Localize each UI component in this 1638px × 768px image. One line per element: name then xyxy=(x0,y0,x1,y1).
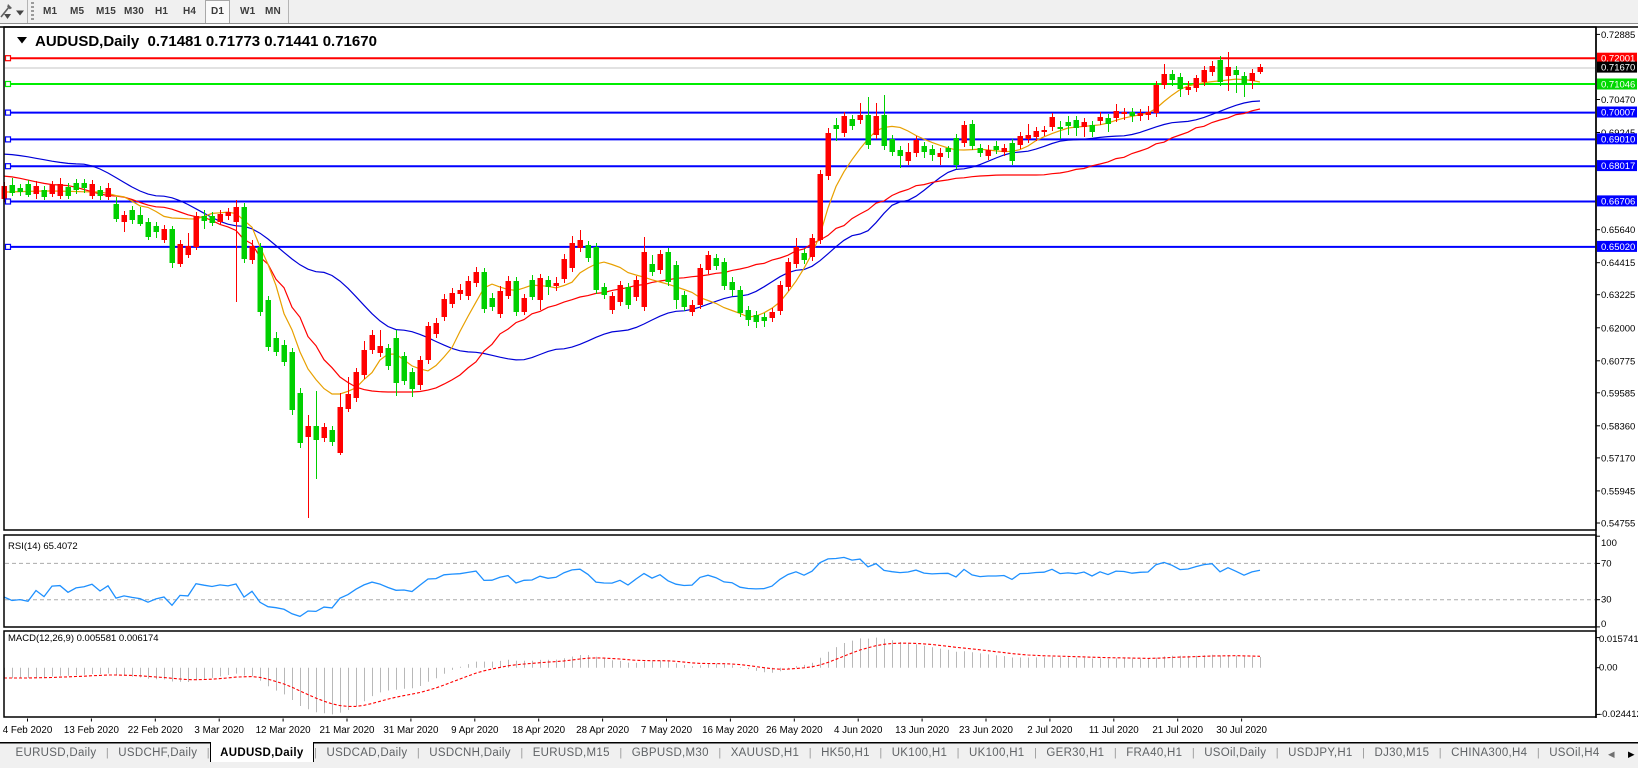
svg-text:11 Jul 2020: 11 Jul 2020 xyxy=(1089,725,1139,736)
svg-text:0.72001: 0.72001 xyxy=(1601,54,1635,65)
svg-text:RSI(14) 65.4072: RSI(14) 65.4072 xyxy=(8,541,78,552)
svg-text:21 Mar 2020: 21 Mar 2020 xyxy=(319,725,375,736)
svg-text:30 Jul 2020: 30 Jul 2020 xyxy=(1216,725,1267,736)
svg-text:0.64415: 0.64415 xyxy=(1601,258,1635,269)
svg-text:0.54755: 0.54755 xyxy=(1601,519,1635,530)
svg-text:12 Mar 2020: 12 Mar 2020 xyxy=(256,725,312,736)
svg-text:0.71046: 0.71046 xyxy=(1601,80,1635,91)
svg-text:MACD(12,26,9) 0.005581 0.00617: MACD(12,26,9) 0.005581 0.006174 xyxy=(8,633,159,644)
svg-text:26 May 2020: 26 May 2020 xyxy=(766,725,823,736)
svg-text:13 Feb 2020: 13 Feb 2020 xyxy=(64,725,120,736)
svg-text:0: 0 xyxy=(1601,619,1606,630)
svg-text:0.62000: 0.62000 xyxy=(1601,323,1635,334)
svg-text:30: 30 xyxy=(1601,595,1612,606)
svg-text:0.63225: 0.63225 xyxy=(1601,290,1635,301)
svg-text:21 Jul 2020: 21 Jul 2020 xyxy=(1152,725,1203,736)
svg-text:0.72885: 0.72885 xyxy=(1601,30,1635,41)
svg-text:2 Jul 2020: 2 Jul 2020 xyxy=(1027,725,1073,736)
svg-text:0.65640: 0.65640 xyxy=(1601,225,1635,236)
svg-text:70: 70 xyxy=(1601,558,1612,569)
svg-text:7 May 2020: 7 May 2020 xyxy=(641,725,693,736)
svg-text:4 Jun 2020: 4 Jun 2020 xyxy=(834,725,883,736)
svg-text:0.015741: 0.015741 xyxy=(1599,634,1638,645)
svg-text:0.68017: 0.68017 xyxy=(1601,161,1635,172)
svg-text:0.65020: 0.65020 xyxy=(1601,242,1635,253)
svg-text:4 Feb 2020: 4 Feb 2020 xyxy=(3,725,53,736)
svg-text:0.66706: 0.66706 xyxy=(1601,196,1635,207)
svg-text:13 Jun 2020: 13 Jun 2020 xyxy=(895,725,949,736)
svg-text:31 Mar 2020: 31 Mar 2020 xyxy=(383,725,439,736)
svg-text:0.57170: 0.57170 xyxy=(1601,453,1635,464)
svg-text:9 Apr 2020: 9 Apr 2020 xyxy=(451,725,499,736)
svg-text:0.55945: 0.55945 xyxy=(1601,486,1635,497)
svg-text:22 Feb 2020: 22 Feb 2020 xyxy=(128,725,184,736)
svg-text:23 Jun 2020: 23 Jun 2020 xyxy=(959,725,1013,736)
svg-text:0.00: 0.00 xyxy=(1599,663,1618,674)
svg-text:100: 100 xyxy=(1601,538,1617,549)
svg-text:3 Mar 2020: 3 Mar 2020 xyxy=(194,725,244,736)
svg-text:28 Apr 2020: 28 Apr 2020 xyxy=(576,725,629,736)
svg-text:0.69010: 0.69010 xyxy=(1601,134,1635,145)
svg-text:0.71670: 0.71670 xyxy=(1601,63,1635,74)
svg-text:-0.024412: -0.024412 xyxy=(1599,709,1638,720)
svg-text:0.70007: 0.70007 xyxy=(1601,108,1635,119)
svg-text:18 Apr 2020: 18 Apr 2020 xyxy=(512,725,565,736)
svg-text:0.60775: 0.60775 xyxy=(1601,356,1635,367)
svg-text:0.70470: 0.70470 xyxy=(1601,95,1635,106)
svg-text:0.59585: 0.59585 xyxy=(1601,388,1635,399)
svg-text:0.58360: 0.58360 xyxy=(1601,421,1635,432)
svg-text:16 May 2020: 16 May 2020 xyxy=(702,725,759,736)
svg-text:AUDUSD,Daily 0.71481 0.71773: AUDUSD,Daily 0.71481 0.71773 0.71441 0.7… xyxy=(35,33,377,50)
